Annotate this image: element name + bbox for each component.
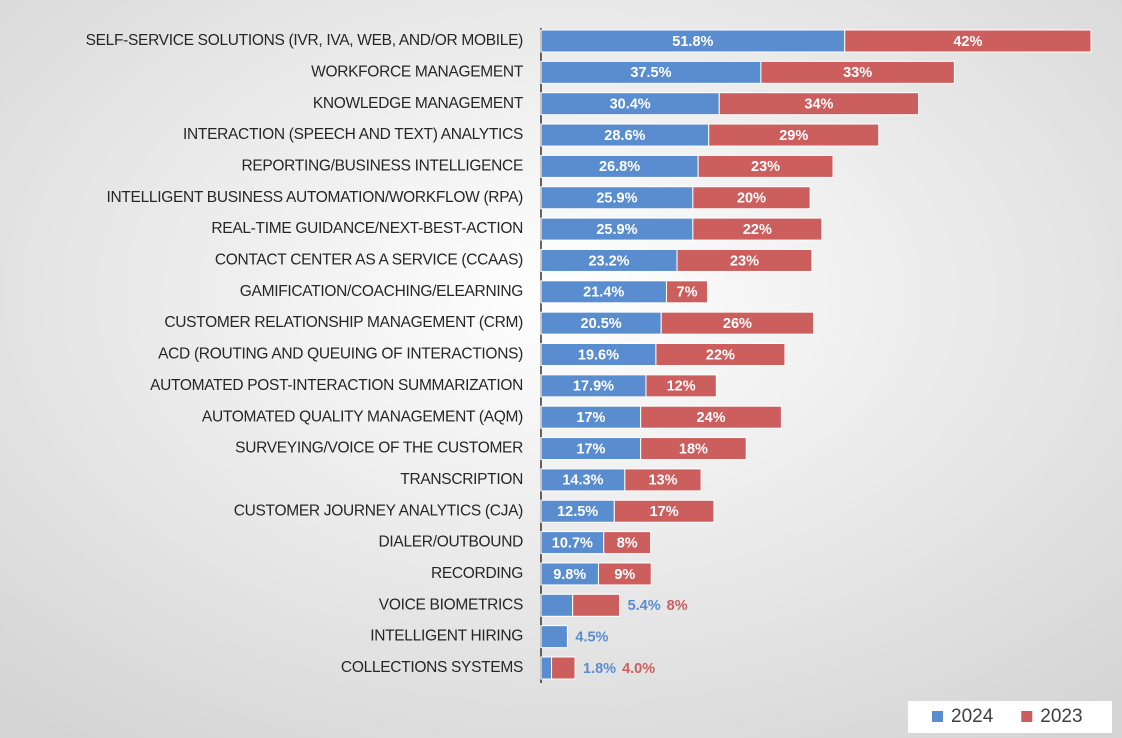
category-label: CUSTOMER JOURNEY ANALYTICS (CJA) [234,502,523,519]
data-label: 17% [576,410,605,426]
bar-segment [645,374,717,398]
data-label: 21.4% [583,285,624,301]
category-label: COLLECTIONS SYSTEMS [341,659,523,676]
data-label: 29% [779,128,808,144]
bar-segment [655,343,786,366]
data-label: 28.6% [604,128,645,144]
bar-segment [665,280,709,304]
category-label: GAMIFICATION/COACHING/ELEARNING [240,283,523,300]
data-label: 4.5% [575,629,608,645]
data-label: 14.3% [562,473,603,489]
data-label: 26.8% [599,159,640,175]
category-label: SURVEYING/VOICE OF THE CUSTOMER [235,440,523,457]
data-label: 22% [706,347,735,363]
category-label: VOICE BIOMETRICS [379,596,523,613]
category-label: TRANSCRIPTION [400,471,523,488]
bar-segment [660,311,815,335]
data-label: 17% [650,504,679,520]
data-label: 24% [697,410,726,426]
data-label: 51.8% [672,34,713,50]
category-label: ACD (ROUTING AND QUEUING OF INTERACTIONS… [158,346,523,363]
category-label: INTELLIGENT HIRING [370,628,523,645]
data-label: 12.5% [557,504,598,520]
category-label: CUSTOMER RELATIONSHIP MANAGEMENT (CRM) [164,314,523,331]
data-label: 26% [723,316,752,332]
bar-segment [692,186,811,210]
category-label: AUTOMATED POST-INTERACTION SUMMARIZATION [150,377,523,394]
bar-segment [572,593,621,617]
category-label: INTELLIGENT BUSINESS AUTOMATION/WORKFLOW… [106,189,523,206]
bar-segment [676,248,813,272]
data-label: 7% [677,285,698,301]
category-label: KNOWLEDGE MANAGEMENT [313,95,524,112]
data-label: 25.9% [596,222,637,238]
category-label: REPORTING/BUSINESS INTELLIGENCE [241,157,523,174]
data-label: 19.6% [578,347,619,363]
data-label: 5.4% [628,598,661,614]
category-label: SELF-SERVICE SOLUTIONS (IVR, IVA, WEB, A… [86,32,524,49]
data-label: 18% [679,441,708,457]
data-label: 34% [804,97,833,113]
data-label: 12% [667,379,696,395]
data-label: 10.7% [552,535,593,551]
bar-segment [597,562,652,586]
data-label: 9.8% [553,567,586,583]
legend-label: 2024 [951,706,994,727]
bar-segment [540,656,553,680]
category-label: CONTACT CENTER AS A SERVICE (CCAAS) [215,252,523,269]
bar-segment [603,531,652,555]
data-label: 1.8% [583,661,616,677]
bar-segment [692,217,823,241]
bar-segment [540,593,574,617]
legend-label: 2023 [1040,706,1082,727]
bar-segment [718,92,920,116]
bar-segment [640,405,782,429]
category-label: DIALER/OUTBOUND [379,534,524,551]
data-label: 33% [843,65,872,81]
data-label: 17% [576,441,605,457]
bar-segment [624,468,702,492]
data-label: 23% [751,159,780,175]
data-label: 8% [667,598,688,614]
category-label: WORKFORCE MANAGEMENT [311,63,524,80]
data-label: 30.4% [610,97,651,113]
legend-swatch [1021,711,1033,722]
category-label: RECORDING [431,565,523,582]
data-label: 13% [648,473,677,489]
data-label: 42% [953,34,982,50]
category-label: AUTOMATED QUALITY MANAGEMENT (AQM) [202,408,523,425]
data-label: 20% [737,191,766,207]
data-label: 20.5% [581,316,622,332]
bar-segment [540,625,568,649]
category-label: INTERACTION (SPEECH AND TEXT) ANALYTICS [183,126,523,143]
bar-segment [697,154,834,178]
data-label: 23.2% [588,253,629,269]
data-label: 4.0% [622,661,655,677]
data-label: 8% [617,535,638,551]
bar-segment [760,60,955,84]
bar-segment [844,29,1092,53]
bar-segment [551,656,576,680]
bar-segment [640,437,747,461]
data-label: 17.9% [573,379,614,395]
data-label: 23% [730,253,759,269]
data-label: 9% [614,567,635,583]
data-label: 37.5% [630,65,671,81]
data-label: 22% [743,222,772,238]
bar-segment [708,123,880,147]
legend-swatch [932,711,943,722]
bar-segment [613,499,715,523]
data-label: 25.9% [596,191,637,207]
category-label: REAL-TIME GUIDANCE/NEXT-BEST-ACTION [211,220,523,237]
